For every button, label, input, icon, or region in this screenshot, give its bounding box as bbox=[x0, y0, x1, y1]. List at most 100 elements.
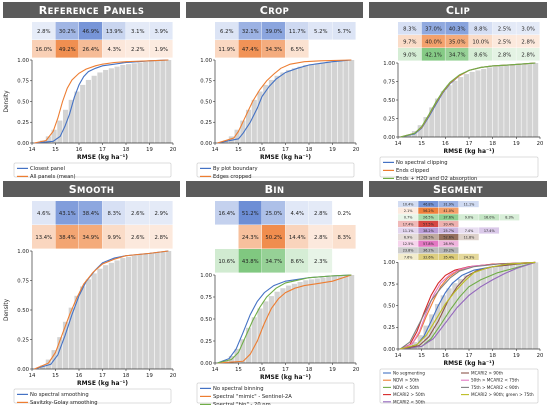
histogram-bar bbox=[337, 275, 343, 363]
histogram-bar bbox=[331, 276, 338, 363]
x-tick-label: 20 bbox=[537, 141, 544, 147]
y-axis-label: Density bbox=[4, 90, 10, 113]
series-line bbox=[34, 250, 169, 370]
histogram-bar bbox=[268, 79, 275, 143]
histogram-bar bbox=[515, 263, 521, 349]
table-cell bbox=[398, 48, 422, 61]
table-cell bbox=[398, 220, 418, 227]
table-cell-value: 43.1% bbox=[59, 211, 76, 217]
histogram-bar bbox=[154, 252, 160, 369]
table-cell bbox=[309, 22, 333, 40]
table-cell-value: 2.8% bbox=[314, 235, 327, 241]
table-cell-value: 6.2% bbox=[220, 29, 233, 35]
table-cell bbox=[438, 220, 459, 227]
legend-box bbox=[13, 388, 172, 404]
table-cell bbox=[215, 201, 239, 225]
histogram-bar bbox=[114, 260, 120, 369]
table-cell bbox=[262, 249, 286, 273]
table-cell-value: 14.4% bbox=[289, 235, 306, 241]
table-cell-value: 8.8% bbox=[474, 26, 487, 32]
table-cell bbox=[285, 22, 309, 40]
table-cell bbox=[79, 22, 103, 40]
x-tick-label: 19 bbox=[513, 353, 520, 359]
table-cell-value: 24.3% bbox=[464, 255, 476, 259]
y-tick-label: 0.50 bbox=[17, 99, 29, 105]
table-cell bbox=[398, 22, 422, 35]
histogram-bar bbox=[245, 109, 252, 143]
legend-label: No spectral binning bbox=[213, 386, 264, 392]
title-initial: P bbox=[99, 4, 112, 17]
histogram-bar bbox=[143, 253, 149, 369]
table-cell bbox=[418, 234, 439, 241]
x-tick-label: 14 bbox=[212, 147, 219, 153]
table-cell-value: 11.8% bbox=[464, 236, 476, 240]
x-tick-label: 17 bbox=[99, 373, 106, 379]
table-cell bbox=[32, 22, 56, 40]
x-tick-label: 19 bbox=[146, 373, 153, 379]
histogram-bar bbox=[463, 275, 469, 349]
table-cell-value: 32.1% bbox=[242, 29, 259, 35]
series-line bbox=[400, 261, 536, 350]
histogram-bar bbox=[452, 283, 458, 349]
table-cell-value: 7.6% bbox=[404, 255, 413, 259]
histogram-bar bbox=[314, 63, 320, 143]
table-cell bbox=[215, 40, 239, 58]
histogram-bar bbox=[320, 62, 326, 143]
x-tick-label: 19 bbox=[513, 141, 520, 147]
table-cell-value: 47.4% bbox=[242, 47, 259, 53]
table-cell bbox=[492, 22, 516, 35]
y-tick-label: 0.25 bbox=[200, 339, 212, 345]
table-cell bbox=[398, 35, 422, 48]
histogram-bar bbox=[126, 64, 132, 143]
title-rest: IN bbox=[273, 185, 284, 195]
histogram-bar bbox=[97, 268, 103, 369]
panel-header bbox=[186, 2, 363, 18]
histogram-bar bbox=[137, 254, 143, 369]
table-cell bbox=[285, 225, 309, 249]
table-cell bbox=[445, 48, 469, 61]
legend-box bbox=[196, 162, 355, 178]
table-cell bbox=[516, 35, 540, 48]
table-cell bbox=[499, 214, 520, 221]
table-cell bbox=[238, 225, 262, 249]
histogram-bar bbox=[303, 64, 309, 143]
legend-label: NDVI < 50th bbox=[393, 385, 420, 390]
table-cell bbox=[421, 48, 445, 61]
histogram-bar bbox=[234, 129, 240, 143]
table-cell bbox=[469, 35, 493, 48]
table-cell bbox=[398, 247, 418, 254]
table-cell-value: 2.3% bbox=[314, 259, 327, 265]
legend-label: No spectral smoothing bbox=[30, 392, 89, 398]
table-cell-value: 6.9% bbox=[404, 236, 413, 240]
histogram-bar bbox=[504, 264, 510, 349]
table-cell-value: 11.7% bbox=[289, 29, 306, 35]
table-cell-value: 28.5% bbox=[423, 236, 435, 240]
histogram-bar bbox=[74, 91, 80, 143]
table-cell bbox=[492, 35, 516, 48]
table-cell-value: 16.4% bbox=[218, 211, 235, 217]
histogram-bar bbox=[326, 61, 332, 143]
y-tick-label: 0.50 bbox=[383, 304, 395, 310]
x-axis-label: RMSE (kg ha⁻¹) bbox=[443, 148, 494, 155]
table-cell bbox=[238, 22, 262, 40]
table-cell bbox=[398, 214, 418, 221]
histogram-bar bbox=[406, 134, 412, 137]
histogram-bar bbox=[57, 337, 63, 369]
legend-box bbox=[196, 382, 355, 404]
table-cell-value: 8.3% bbox=[505, 216, 514, 220]
panel-title: CROP bbox=[260, 4, 289, 17]
histogram-bar bbox=[291, 283, 297, 363]
histogram-bar bbox=[280, 288, 286, 363]
table-cell bbox=[492, 48, 516, 61]
y-tick-label: 0.00 bbox=[383, 135, 395, 141]
legend-box bbox=[379, 368, 539, 404]
histogram-bar bbox=[240, 339, 246, 363]
table-cell bbox=[398, 234, 418, 241]
x-tick-label: 14 bbox=[29, 147, 36, 153]
table-cell-value: 2.8% bbox=[521, 52, 534, 58]
table-cell bbox=[262, 22, 286, 40]
histogram-bar bbox=[343, 275, 349, 363]
histogram-bar bbox=[228, 136, 234, 143]
table-cell bbox=[398, 201, 418, 208]
table-cell-value: 17.4% bbox=[403, 222, 415, 226]
